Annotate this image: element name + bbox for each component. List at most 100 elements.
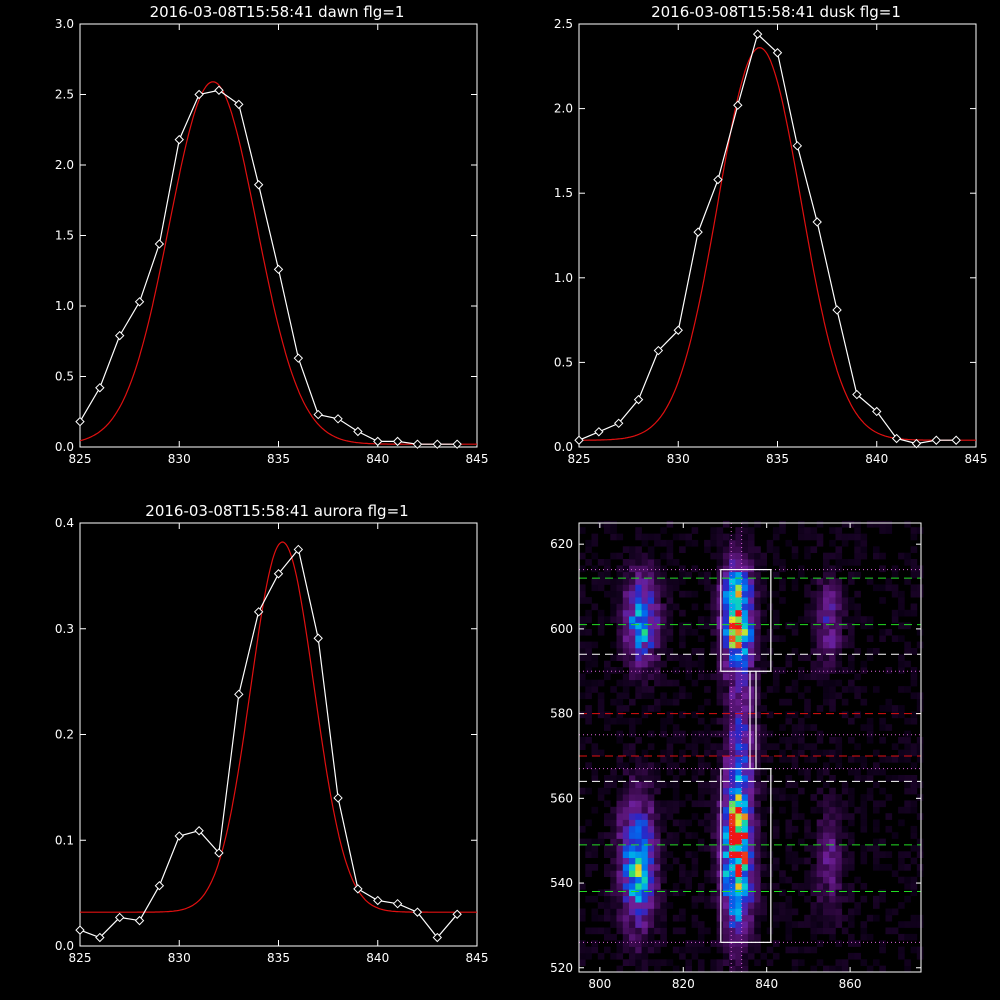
heatmap-cell	[747, 940, 755, 947]
x-tick-label: 840	[366, 452, 389, 466]
heatmap-cell	[716, 794, 724, 801]
heatmap-cell	[679, 800, 686, 808]
heatmap-cell	[647, 762, 655, 769]
heatmap-cell	[841, 813, 849, 820]
heatmap-cell	[898, 876, 905, 884]
heatmap-cell	[841, 584, 849, 592]
heatmap-cell	[760, 667, 767, 674]
heatmap-cell	[735, 883, 742, 890]
heatmap-cell	[729, 641, 736, 649]
heatmap-cell	[754, 756, 761, 763]
heatmap-cell	[779, 787, 786, 795]
heatmap-cell	[754, 584, 761, 592]
heatmap-cell	[835, 584, 843, 592]
heatmap-cell	[697, 819, 705, 827]
heatmap-cell	[829, 667, 836, 674]
heatmap-cell	[841, 533, 849, 541]
heatmap-cell	[591, 533, 599, 541]
heatmap-cell	[654, 654, 661, 661]
heatmap-cell	[829, 908, 836, 916]
heatmap-cell	[729, 705, 736, 712]
heatmap-cell	[641, 692, 649, 700]
heatmap-cell	[854, 546, 861, 553]
heatmap-cell	[747, 705, 755, 712]
heatmap-cell	[579, 692, 586, 700]
heatmap-cell	[679, 927, 686, 935]
heatmap-cell	[860, 806, 868, 814]
heatmap-cell	[641, 838, 649, 846]
heatmap-cell	[779, 806, 786, 814]
heatmap-cell	[816, 870, 824, 877]
heatmap-cell	[597, 698, 605, 706]
heatmap-cell	[716, 870, 724, 877]
heatmap-cell	[697, 571, 705, 579]
heatmap-cell	[854, 590, 861, 598]
heatmap-cell	[866, 933, 874, 941]
heatmap-cell	[810, 870, 818, 877]
heatmap-cell	[823, 857, 830, 865]
heatmap-cell	[729, 660, 736, 668]
heatmap-cell	[835, 794, 843, 801]
title-dusk: 2016-03-08T15:58:41 dusk flg=1	[651, 3, 901, 21]
heatmap-cell	[747, 921, 755, 928]
heatmap-cell	[916, 565, 924, 573]
heatmap-cell	[647, 559, 655, 566]
heatmap-cell	[735, 584, 742, 592]
heatmap-cell	[616, 921, 624, 928]
heatmap-cell	[647, 927, 655, 935]
heatmap-cell	[729, 724, 736, 731]
heatmap-cell	[616, 870, 624, 877]
heatmap-cell	[735, 628, 742, 636]
heatmap-cell	[685, 832, 692, 839]
heatmap-cell	[785, 622, 793, 630]
heatmap-cell	[835, 902, 843, 909]
heatmap-cell	[591, 552, 599, 560]
heatmap-cell	[591, 603, 599, 611]
heatmap-cell	[860, 933, 868, 941]
heatmap-cell	[741, 539, 749, 547]
heatmap-cell	[904, 933, 911, 941]
heatmap-cell	[823, 876, 830, 884]
heatmap-cell	[722, 952, 730, 960]
heatmap-cell	[647, 946, 655, 954]
heatmap-cell	[629, 717, 636, 725]
heatmap-cell	[747, 603, 755, 611]
heatmap-cell	[666, 552, 674, 560]
heatmap-cell	[610, 667, 617, 674]
heatmap-cell	[823, 648, 830, 655]
heatmap-cell	[616, 597, 624, 604]
heatmap-cell	[729, 622, 736, 630]
heatmap-cell	[741, 902, 749, 909]
heatmap-cell	[735, 908, 742, 916]
heatmap-cell	[679, 908, 686, 916]
heatmap-cell	[710, 616, 717, 623]
heatmap-cell	[741, 775, 749, 782]
heatmap-cell	[722, 660, 730, 668]
heatmap-cell	[716, 959, 724, 966]
heatmap-cell	[823, 584, 830, 592]
data-point	[154, 881, 165, 891]
heatmap-cell	[697, 616, 705, 623]
heatmap-cell	[629, 819, 636, 827]
heatmap-cell	[654, 959, 661, 966]
heatmap-cell	[848, 641, 855, 649]
heatmap-cell	[654, 825, 661, 833]
heatmap-cell	[641, 711, 649, 719]
heatmap-cell	[891, 705, 899, 712]
heatmap-cell	[741, 520, 749, 528]
heatmap-cell	[891, 832, 899, 839]
heatmap-cell	[629, 584, 636, 592]
heatmap-cell	[622, 825, 630, 833]
heatmap-cell	[798, 692, 805, 700]
heatmap-cell	[898, 933, 905, 941]
heatmap-cell	[716, 806, 724, 814]
heatmap-cell	[616, 533, 624, 541]
heatmap-cell	[810, 578, 818, 585]
heatmap-cell	[879, 635, 886, 642]
heatmap-cell	[647, 914, 655, 922]
heatmap-cell	[635, 825, 642, 833]
heatmap-cell	[829, 756, 836, 763]
heatmap-cell	[691, 864, 699, 871]
heatmap-cell	[754, 927, 761, 935]
